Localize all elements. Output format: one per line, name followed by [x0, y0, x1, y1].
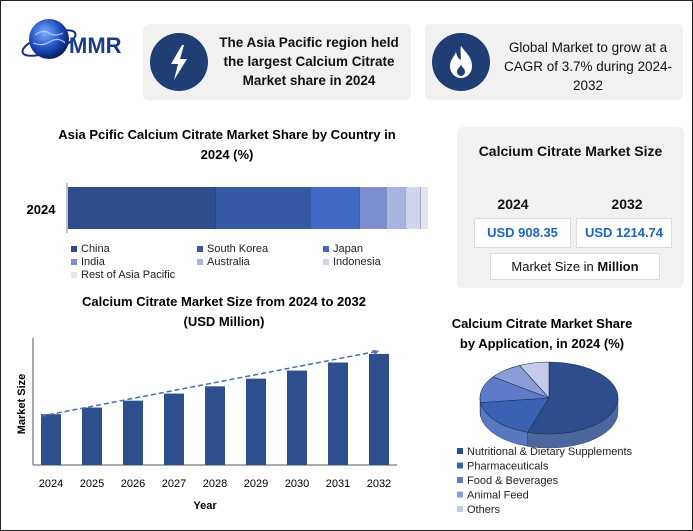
size-bar-2032 — [369, 353, 389, 465]
mmr-logo: MMR — [21, 19, 122, 59]
size-trendline — [40, 350, 380, 417]
country-legend-item: India — [81, 256, 106, 268]
pie-title-line1: Calcium Citrate Market Share — [452, 316, 633, 331]
pie-slice-nutritional-dietary-supplements — [527, 361, 619, 435]
size-bar-2029 — [246, 378, 266, 465]
size-x-tick-label: 2027 — [162, 478, 186, 490]
market-size-bar-chart: Calcium Citrate Market Size from 2024 to… — [16, 294, 397, 512]
pie-legend-item: Others — [467, 504, 501, 516]
trendline-arrowhead — [372, 349, 379, 355]
pie-legend-swatch — [457, 477, 463, 483]
size-x-tick-label: 2032 — [367, 478, 391, 490]
size-x-tick-label: 2029 — [244, 478, 268, 490]
country-legend-item: South Korea — [207, 243, 269, 255]
legend-swatch — [323, 259, 329, 265]
size-x-tick-label: 2030 — [285, 478, 309, 490]
size-chart-title-line2: (USD Million) — [184, 314, 265, 329]
country-chart-title-line1: Asia Pcific Calcium Citrate Market Share… — [58, 127, 395, 142]
size-bar-2026 — [123, 400, 143, 465]
market-size-unit-bold: Million — [597, 259, 639, 274]
pie-legend-item: Pharmaceuticals — [467, 461, 549, 473]
country-share-chart: Asia Pcific Calcium Citrate Market Share… — [27, 127, 428, 281]
size-bar-2028 — [205, 386, 225, 465]
size-bar-2027 — [164, 393, 184, 465]
country-legend-item: Australia — [207, 256, 251, 268]
market-size-value-2032: USD 1214.74 — [576, 218, 672, 248]
market-size-unit-box: Market Size in Million — [490, 253, 660, 280]
market-size-panel: Calcium Citrate Market Size 2024 2032 US… — [457, 127, 684, 288]
info-card-1-text: The Asia Pacific region held the largest… — [219, 35, 399, 88]
country-legend-item: Indonesia — [333, 256, 382, 268]
legend-swatch — [71, 272, 77, 278]
country-legend-item: Japan — [333, 243, 363, 255]
pie-legend-item: Animal Feed — [467, 490, 529, 502]
legend-swatch — [71, 259, 77, 265]
pie-title-line2: by Application, in 2024 (%) — [460, 336, 624, 351]
size-x-tick-label: 2025 — [80, 478, 104, 490]
market-size-year-2032: 2032 — [611, 196, 643, 212]
info-card-2-text: Global Market to grow at a CAGR of 3.7% … — [503, 40, 673, 93]
size-x-tick-label: 2026 — [121, 478, 145, 490]
country-bar-segment-india — [359, 187, 387, 229]
country-bar-segment-china — [68, 187, 216, 229]
pie-legend-swatch — [457, 491, 463, 498]
size-x-tick-label: 2024 — [39, 478, 63, 490]
pie-slice-pharmaceuticals — [480, 397, 550, 433]
size-bar-2024 — [41, 414, 61, 465]
country-category-label: 2024 — [27, 202, 57, 217]
country-legend-item: Rest of Asia Pacific — [81, 269, 176, 281]
legend-swatch — [197, 259, 203, 265]
country-bar-segment-indonesia — [405, 187, 421, 229]
pie-legend-item: Food & Beverages — [467, 475, 559, 487]
legend-swatch — [71, 246, 77, 252]
country-legend-item: China — [81, 243, 111, 255]
size-chart-title-line1: Calcium Citrate Market Size from 2024 to… — [82, 294, 366, 309]
flame-icon — [432, 33, 490, 91]
legend-swatch — [323, 246, 329, 252]
size-chart-xlabel: Year — [193, 500, 217, 512]
legend-swatch — [197, 246, 203, 252]
market-size-unit-prefix: Market Size in — [511, 259, 598, 274]
pie-legend-swatch — [457, 462, 463, 469]
info-card-cagr: Global Market to grow at a CAGR of 3.7% … — [425, 24, 683, 100]
logo-text: MMR — [69, 33, 122, 58]
pie-legend-swatch — [457, 448, 463, 454]
country-bar-segment-rest-of-asia-pacific — [420, 187, 428, 229]
pie-slice-others — [519, 361, 550, 399]
country-chart-title-line2: 2024 (%) — [201, 147, 254, 162]
country-bar-segment-south-korea — [215, 187, 311, 229]
size-bar-2031 — [328, 362, 348, 465]
pie-legend-swatch — [457, 506, 463, 512]
size-bar-2030 — [287, 370, 307, 465]
market-size-title: Calcium Citrate Market Size — [478, 143, 663, 159]
country-bar-segment-japan — [310, 187, 360, 229]
country-bar-segment-australia — [386, 187, 406, 229]
size-x-tick-label: 2031 — [326, 478, 350, 490]
size-bar-2025 — [82, 407, 102, 465]
application-pie-chart: Calcium Citrate Market Share by Applicat… — [452, 316, 633, 516]
market-size-year-2024: 2024 — [497, 196, 529, 212]
market-size-value-2024: USD 908.35 — [474, 218, 571, 248]
size-x-tick-label: 2028 — [203, 478, 227, 490]
lightning-icon — [150, 33, 208, 91]
pie-legend-item: Nutritional & Dietary Supplements — [467, 446, 633, 458]
size-chart-ylabel: Market Size — [16, 374, 28, 435]
info-card-asia-pacific: The Asia Pacific region held the largest… — [143, 24, 411, 100]
